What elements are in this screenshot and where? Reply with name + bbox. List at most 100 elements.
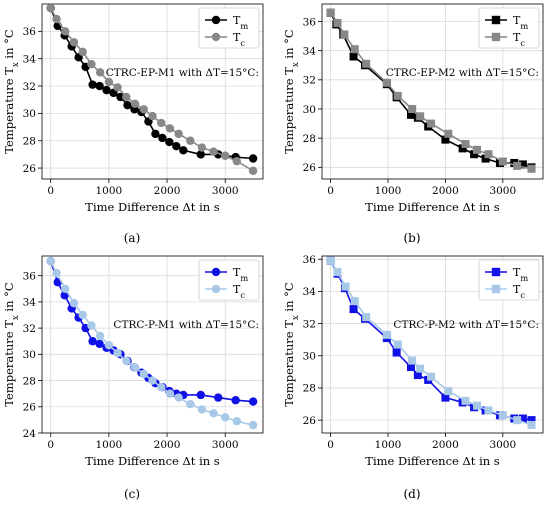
data-point bbox=[393, 91, 402, 100]
legend-entry: Tm bbox=[513, 266, 528, 283]
data-point bbox=[151, 129, 160, 139]
data-point bbox=[484, 150, 493, 159]
data-point bbox=[416, 112, 425, 121]
y-tick-label: 28 bbox=[23, 136, 36, 148]
x-tick-label: 3000 bbox=[489, 439, 516, 451]
y-tick-label: 30 bbox=[303, 351, 316, 363]
x-tick-label: 2000 bbox=[432, 439, 459, 451]
data-point bbox=[472, 401, 481, 410]
legend-marker bbox=[211, 267, 221, 277]
data-point bbox=[165, 124, 175, 133]
data-point bbox=[104, 77, 114, 87]
data-point bbox=[461, 140, 470, 148]
data-point bbox=[165, 389, 175, 398]
data-point bbox=[46, 257, 55, 266]
y-tick-label: 32 bbox=[23, 81, 36, 93]
y-tick-label: 34 bbox=[303, 286, 317, 298]
chart-annotation: CTRC-P-M1 with ΔT=15°C: bbox=[113, 319, 259, 331]
y-axis-label: Temperature Tx in °C bbox=[2, 29, 21, 154]
data-point bbox=[326, 8, 335, 17]
data-point bbox=[209, 409, 218, 418]
series-tc bbox=[46, 257, 258, 430]
data-point bbox=[248, 420, 258, 430]
legend-entry: Tc bbox=[233, 31, 245, 48]
chart-annotation: CTRC-P-M2 with ΔT=15°C: bbox=[393, 319, 539, 331]
data-point bbox=[61, 27, 70, 36]
legend-marker bbox=[491, 15, 501, 25]
y-tick-label: 34 bbox=[23, 53, 37, 65]
data-point bbox=[157, 382, 166, 392]
x-tick-label: 3000 bbox=[212, 185, 239, 197]
data-point bbox=[113, 348, 122, 358]
chart-d: 0 1000 2000 3000 26 28 30 32 34 36 Time Difference… bbox=[282, 254, 544, 501]
data-point bbox=[186, 399, 195, 409]
data-point bbox=[209, 147, 218, 156]
data-point bbox=[60, 291, 69, 300]
legend-entry: Tc bbox=[233, 283, 245, 300]
series-line bbox=[50, 7, 254, 172]
data-point bbox=[441, 135, 450, 144]
series-tc bbox=[46, 3, 258, 175]
data-point bbox=[61, 284, 70, 293]
data-point bbox=[52, 268, 61, 278]
chart-c: 0 1000 2000 3000 24 26 28 30 32 34 36 Time Differen… bbox=[2, 255, 264, 501]
chart-a: 0 1000 2000 3000 26 28 30 32 34 36 Time Difference… bbox=[2, 3, 264, 245]
data-point bbox=[248, 154, 258, 163]
data-point bbox=[513, 416, 522, 425]
data-point bbox=[130, 99, 140, 109]
data-point bbox=[441, 393, 450, 402]
data-point bbox=[186, 136, 195, 145]
data-point bbox=[197, 405, 207, 414]
x-tick-label: 2000 bbox=[154, 185, 181, 197]
legend-entry: Tm bbox=[513, 14, 528, 31]
y-tick-label: 26 bbox=[303, 415, 317, 427]
data-point bbox=[458, 144, 467, 153]
y-axis-label: Temperature Tx in °C bbox=[282, 29, 301, 154]
data-point bbox=[416, 364, 425, 373]
y-tick-label: 30 bbox=[23, 349, 36, 361]
data-point bbox=[87, 321, 96, 330]
data-point bbox=[406, 110, 415, 119]
x-tick-label: 3000 bbox=[489, 185, 516, 197]
data-point bbox=[139, 369, 148, 379]
data-point bbox=[408, 356, 417, 365]
x-tick-label: 0 bbox=[47, 439, 54, 451]
data-point bbox=[196, 150, 205, 159]
y-axis-label: Temperature Tx in °C bbox=[282, 282, 301, 407]
legend-entry: Tm bbox=[233, 14, 248, 31]
data-point bbox=[513, 161, 522, 170]
data-point bbox=[444, 129, 453, 138]
data-point bbox=[104, 340, 114, 350]
x-tick-label: 2000 bbox=[154, 439, 181, 451]
legend-marker bbox=[491, 284, 501, 294]
plot-frame bbox=[321, 3, 544, 180]
data-point bbox=[172, 141, 181, 151]
data-point bbox=[158, 133, 167, 143]
data-point bbox=[248, 166, 258, 175]
y-tick-label: 32 bbox=[303, 75, 316, 87]
data-point bbox=[88, 80, 97, 89]
data-point bbox=[122, 92, 131, 102]
data-point bbox=[392, 348, 401, 357]
legend-box bbox=[478, 7, 540, 49]
legend-marker bbox=[491, 267, 501, 277]
plot-frame bbox=[41, 255, 264, 434]
data-point bbox=[349, 52, 358, 61]
data-point bbox=[350, 297, 359, 306]
data-point bbox=[408, 105, 417, 113]
legend-marker bbox=[491, 32, 501, 42]
y-tick-label: 34 bbox=[303, 45, 317, 57]
legend-marker bbox=[211, 284, 221, 294]
y-tick-label: 30 bbox=[303, 104, 316, 116]
data-point bbox=[362, 313, 371, 322]
data-point bbox=[427, 119, 436, 128]
data-point bbox=[470, 150, 479, 159]
data-point bbox=[382, 78, 391, 87]
data-point bbox=[196, 390, 205, 400]
data-point bbox=[139, 105, 148, 114]
series-line bbox=[50, 260, 254, 426]
data-point bbox=[122, 356, 131, 366]
data-point bbox=[518, 160, 527, 169]
